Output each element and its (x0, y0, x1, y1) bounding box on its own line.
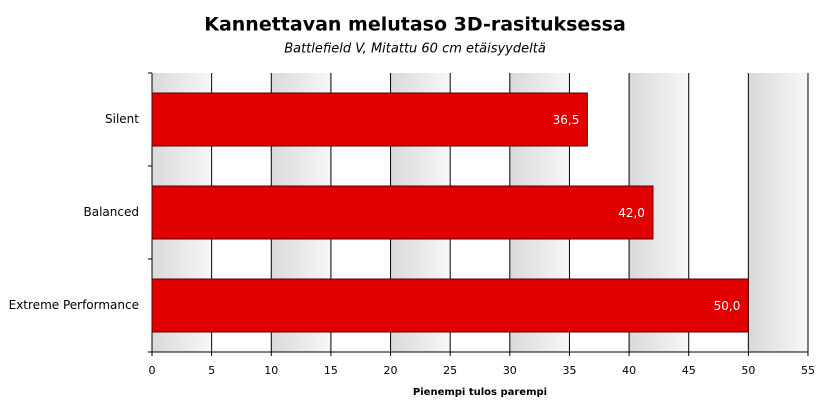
value-label: 50,0 (714, 299, 741, 313)
x-tick-label: 40 (622, 364, 636, 377)
x-tick-label: 0 (149, 364, 156, 377)
y-tick-label: Silent (105, 112, 139, 126)
bar (151, 278, 749, 333)
grid-band (748, 73, 808, 352)
x-tick-label: 50 (741, 364, 755, 377)
x-tick-label: 35 (562, 364, 576, 377)
x-tick-label: 5 (208, 364, 215, 377)
x-tick-label: 25 (443, 364, 457, 377)
value-label: 42,0 (618, 206, 645, 220)
y-tick-label: Balanced (84, 205, 139, 219)
x-tick-label: 55 (801, 364, 815, 377)
value-label: 36,5 (553, 113, 580, 127)
y-tick-label: Extreme Performance (9, 298, 139, 312)
chart-subtitle: Battlefield V, Mitattu 60 cm etäisyydelt… (284, 42, 546, 57)
bar (151, 92, 588, 147)
x-tick-label: 20 (384, 364, 398, 377)
bar (151, 185, 654, 240)
x-tick-label: 15 (324, 364, 338, 377)
x-tick-label: 30 (503, 364, 517, 377)
x-tick-label: 10 (264, 364, 278, 377)
x-axis-label: Pienempi tulos parempi (413, 387, 547, 398)
x-tick-label: 45 (682, 364, 696, 377)
chart-title: Kannettavan melutaso 3D-rasituksessa (204, 14, 626, 36)
